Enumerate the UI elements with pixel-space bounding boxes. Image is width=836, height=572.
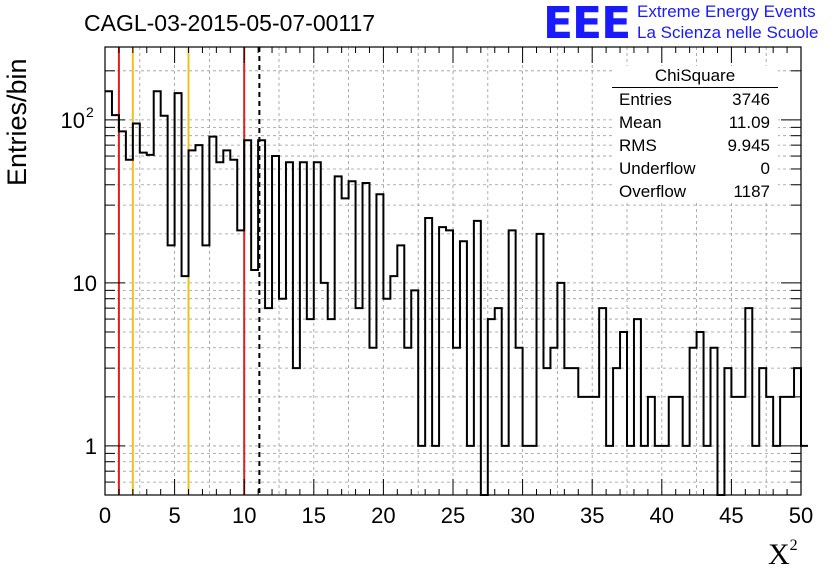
stats-title: ChiSquare <box>612 66 778 88</box>
stats-row-overflow: Overflow 1187 <box>612 180 778 203</box>
stats-value: 1187 <box>733 182 770 201</box>
logo-line-2: La Scienza nelle Scuole <box>637 23 819 42</box>
eee-logo: EEE <box>543 0 631 49</box>
stats-value: 11.09 <box>728 113 770 132</box>
stats-value: 3746 <box>732 90 770 109</box>
y-tick-label: 1 <box>85 434 97 459</box>
x-tick-label: 10 <box>232 503 256 528</box>
stats-row-underflow: Underflow 0 <box>612 157 778 180</box>
stats-label: Entries <box>619 90 672 109</box>
x-tick-label: 40 <box>650 503 674 528</box>
x-axis-label: X2 <box>768 537 798 572</box>
stats-label: Mean <box>619 113 662 132</box>
x-tick-label: 45 <box>719 503 743 528</box>
x-axis-label-sup: 2 <box>789 537 798 554</box>
chart-title: CAGL-03-2015-05-07-00117 <box>84 10 376 36</box>
x-tick-label: 30 <box>510 503 534 528</box>
y-tick-label: 10 <box>61 108 85 133</box>
stats-label: Overflow <box>619 182 687 201</box>
stats-row-rms: RMS 9.945 <box>612 134 778 157</box>
x-axis-label-text: X <box>768 538 790 571</box>
logo-line-1: Extreme Energy Events <box>637 2 816 21</box>
stats-label: RMS <box>619 136 657 155</box>
x-tick-label: 20 <box>371 503 395 528</box>
stats-row-entries: Entries 3746 <box>612 88 778 111</box>
x-tick-label: 35 <box>580 503 604 528</box>
stats-label: Underflow <box>619 159 696 178</box>
axis-ticks <box>104 47 802 495</box>
stats-value: 9.945 <box>727 136 770 155</box>
stats-value: 0 <box>760 159 770 178</box>
y-axis-label: Entries/bin <box>2 58 32 186</box>
x-tick-label: 50 <box>789 503 813 528</box>
histogram-line <box>105 90 808 496</box>
x-tick-label: 0 <box>99 503 111 528</box>
stats-box: ChiSquare Entries 3746 Mean 11.09 RMS 9.945… <box>612 66 778 203</box>
x-tick-label: 15 <box>302 503 326 528</box>
stats-row-mean: Mean 11.09 <box>612 111 778 134</box>
x-tick-label: 25 <box>441 503 465 528</box>
x-tick-label: 5 <box>168 503 180 528</box>
histogram-series <box>105 90 808 496</box>
y-tick-label: 10 <box>73 271 97 296</box>
y-tick-label-sup: 2 <box>86 104 94 120</box>
